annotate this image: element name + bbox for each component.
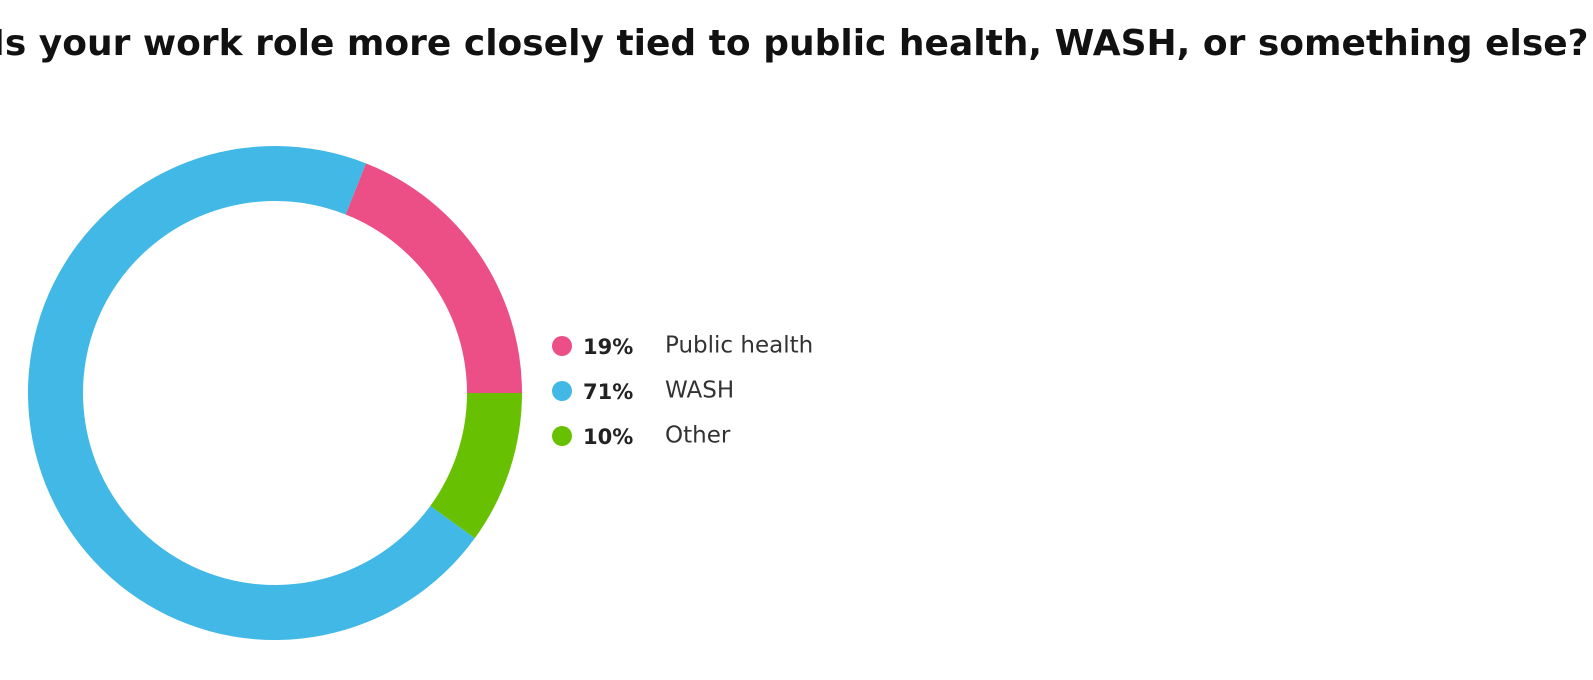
donut-slice [345,163,522,393]
legend-value: 10% [583,425,633,449]
legend-label: WASH [665,378,734,404]
legend-swatch [552,426,572,446]
legend-value: 71% [583,380,633,404]
donut-slice [430,393,522,539]
legend-value: 19% [583,335,633,359]
legend-swatch [552,336,572,356]
legend-label: Other [665,423,731,449]
chart-title: Is your work role more closely tied to p… [0,23,1589,64]
legend-swatch [552,381,572,401]
legend-label: Public health [665,333,813,359]
